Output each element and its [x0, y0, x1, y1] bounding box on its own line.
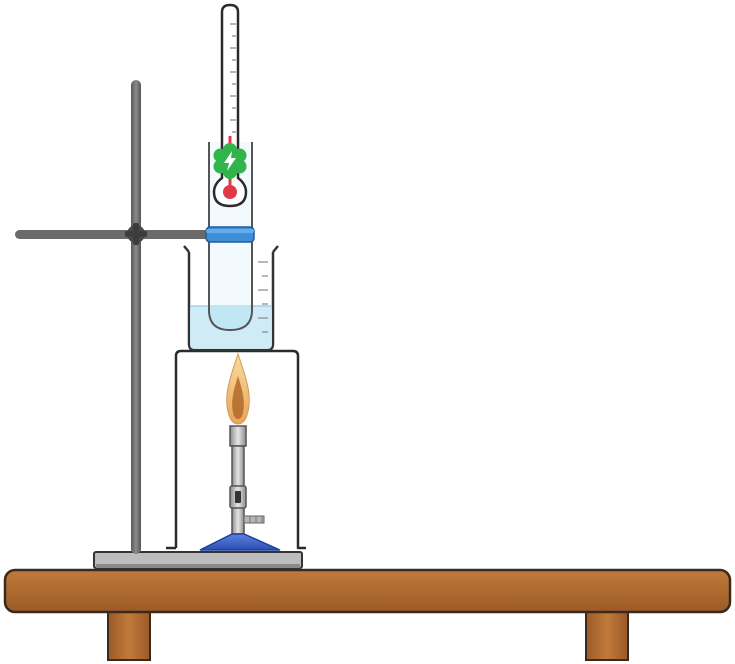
flame	[226, 352, 250, 425]
thermometer-scale	[230, 23, 236, 133]
beaker-graduations	[258, 261, 268, 333]
burner-base	[199, 533, 281, 551]
power-badge[interactable]	[213, 143, 247, 179]
stand-rod	[131, 80, 141, 554]
burner-shield	[166, 349, 306, 550]
table-legs	[107, 605, 629, 661]
thermometer-bulb	[223, 185, 237, 199]
burner-nozzle	[229, 425, 247, 447]
bunsen-burner	[199, 425, 281, 551]
lightning-bolt-icon	[224, 151, 236, 171]
stand-base	[93, 551, 303, 569]
clamp-knob	[125, 223, 147, 245]
table-top	[3, 568, 732, 614]
gas-inlet	[243, 515, 265, 524]
clamp-arm	[15, 230, 215, 239]
